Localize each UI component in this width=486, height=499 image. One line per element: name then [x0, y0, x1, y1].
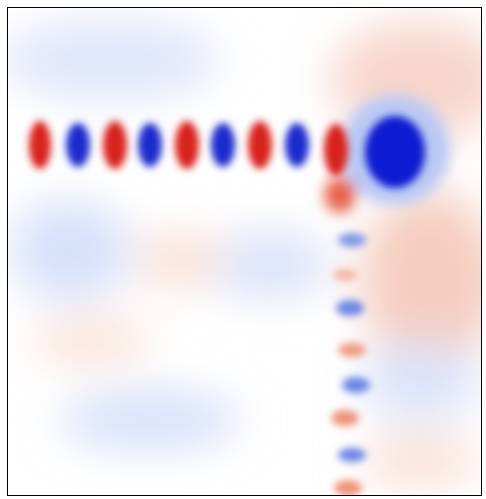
field-image [0, 0, 486, 499]
field [0, 8, 486, 496]
page [0, 0, 486, 499]
